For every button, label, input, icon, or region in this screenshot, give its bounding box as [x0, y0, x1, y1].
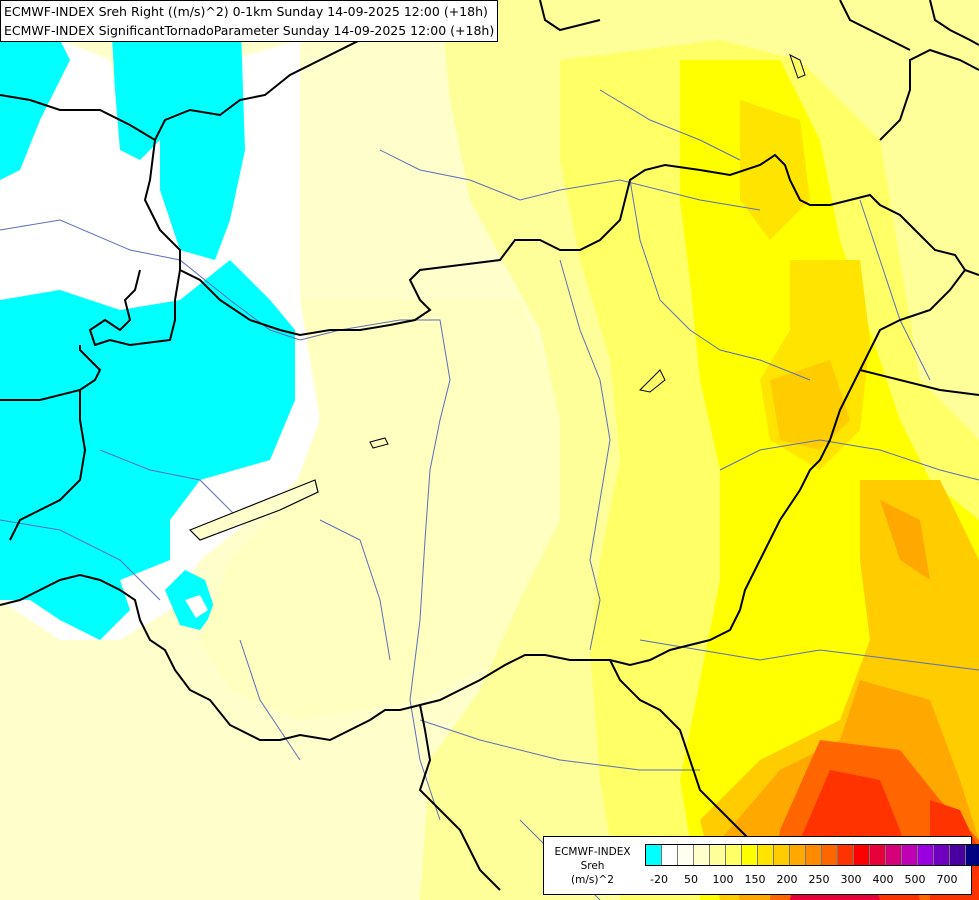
legend-label: ECMWF-INDEX Sreh (m/s)^2	[544, 845, 641, 887]
legend-tick-label: -20	[650, 873, 668, 886]
legend-swatch	[934, 845, 950, 865]
legend-swatch	[822, 845, 838, 865]
legend-label-unit: (m/s)^2	[571, 874, 614, 886]
legend-swatch	[950, 845, 966, 865]
cyan-zone-northcenter	[110, 0, 245, 260]
legend-swatch	[774, 845, 790, 865]
color-legend: ECMWF-INDEX Sreh (m/s)^2 -20 50 100 150 200 2…	[543, 836, 979, 895]
legend-swatch	[790, 845, 806, 865]
legend-tick-label: 50	[684, 873, 698, 886]
legend-swatch	[838, 845, 854, 865]
legend-ticks: -20 50 100 150 200 250 300 400 500 700	[645, 873, 969, 889]
legend-label-variable: Sreh	[580, 860, 605, 872]
small-lake-2	[789, 54, 806, 79]
legend-swatches	[645, 844, 979, 866]
legend-swatch	[886, 845, 902, 865]
legend-swatch	[758, 845, 774, 865]
legend-swatch	[678, 845, 694, 865]
legend-swatch	[694, 845, 710, 865]
legend-tick-label: 500	[904, 873, 926, 886]
legend-swatch	[806, 845, 822, 865]
legend-swatch	[966, 845, 979, 865]
legend-swatch	[710, 845, 726, 865]
legend-swatch	[662, 845, 678, 865]
legend-swatch	[918, 845, 934, 865]
legend-tick-label: 150	[744, 873, 766, 886]
legend-tick-label: 200	[776, 873, 798, 886]
pale-yellow-center	[200, 300, 580, 720]
legend-swatch	[742, 845, 758, 865]
cyan-zone-north	[0, 20, 70, 180]
title-line-2: ECMWF-INDEX SignificantTornadoParameter …	[4, 23, 495, 38]
small-lake-3	[638, 369, 666, 393]
title-line-1: ECMWF-INDEX Sreh Right ((m/s)^2) 0-1km S…	[4, 4, 488, 19]
legend-tick-label: 700	[936, 873, 958, 886]
lake	[188, 479, 319, 541]
legend-swatch	[870, 845, 886, 865]
legend-swatch	[902, 845, 918, 865]
small-lake-1	[369, 437, 389, 449]
pale-south-west	[0, 640, 420, 900]
legend-tick-label: 100	[712, 873, 734, 886]
legend-swatch	[646, 845, 662, 865]
white-spot	[185, 595, 208, 618]
legend-tick-label: 400	[872, 873, 894, 886]
orange-band-1	[740, 100, 810, 240]
legend-tick-label: 300	[840, 873, 862, 886]
cyan-zone-west	[0, 260, 295, 640]
orange-band-5	[880, 500, 930, 580]
orange-band-3	[770, 360, 850, 450]
legend-tick-label: 250	[808, 873, 830, 886]
legend-swatch	[854, 845, 870, 865]
legend-swatch	[726, 845, 742, 865]
legend-label-source: ECMWF-INDEX	[554, 846, 631, 858]
map-title-box: ECMWF-INDEX Sreh Right ((m/s)^2) 0-1km S…	[0, 0, 499, 42]
